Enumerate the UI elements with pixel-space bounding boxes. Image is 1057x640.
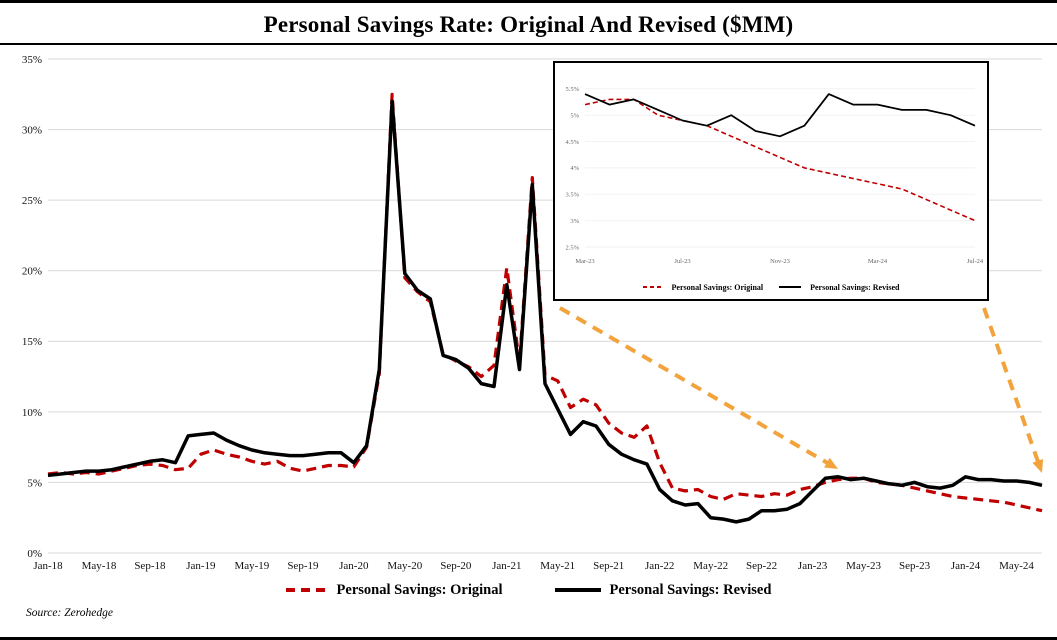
- svg-text:Sep-22: Sep-22: [746, 560, 777, 572]
- inset-line-chart: 2.5% 3% 3.5% 4% 4.5% 5% 5.5% Mar-23 Jul-23 Nov-23…: [565, 86, 984, 265]
- svg-text:3.5%: 3.5%: [565, 192, 579, 199]
- svg-text:May-19: May-19: [234, 560, 269, 572]
- page-title: Personal Savings Rate: Original And Revi…: [263, 12, 794, 37]
- svg-text:0%: 0%: [27, 548, 42, 560]
- legend-item-revised: Personal Savings: Revised: [554, 581, 772, 599]
- svg-text:Jan-18: Jan-18: [33, 560, 63, 572]
- legend-label-original: Personal Savings: Original: [336, 581, 503, 598]
- svg-text:20%: 20%: [22, 266, 42, 278]
- svg-text:2.5%: 2.5%: [565, 244, 579, 251]
- svg-text:Jan-20: Jan-20: [339, 560, 369, 572]
- svg-text:May-22: May-22: [693, 560, 728, 572]
- svg-text:May-23: May-23: [846, 560, 881, 572]
- legend-item-original: Personal Savings: Original: [285, 581, 503, 599]
- inset-chart: 2.5% 3% 3.5% 4% 4.5% 5% 5.5% Mar-23 Jul-23 Nov-23…: [553, 61, 989, 301]
- svg-text:Mar-23: Mar-23: [575, 258, 594, 265]
- chart-legend: Personal Savings: Original Personal Savi…: [0, 577, 1057, 603]
- svg-text:Sep-20: Sep-20: [440, 560, 472, 572]
- svg-text:35%: 35%: [22, 54, 42, 66]
- solid-black-line-icon: [554, 588, 601, 592]
- svg-text:May-24: May-24: [999, 560, 1034, 572]
- source-text: Source: Zerohedge: [26, 607, 113, 619]
- svg-text:5.5%: 5.5%: [565, 86, 579, 93]
- svg-text:May-18: May-18: [82, 560, 117, 572]
- svg-text:May-20: May-20: [387, 560, 422, 572]
- svg-text:Nov-23: Nov-23: [770, 258, 790, 265]
- inset-legend-item-original: Personal Savings: Original: [642, 282, 764, 292]
- inset-legend-label-revised: Personal Savings: Revised: [810, 282, 900, 292]
- inset-legend-item-revised: Personal Savings: Revised: [779, 283, 899, 292]
- svg-text:Sep-18: Sep-18: [134, 560, 166, 572]
- chart-area: 0% 5% 10% 15% 20% 25% 30% 35% Jan-18 May-18 Sep-18…: [0, 45, 1057, 575]
- svg-text:25%: 25%: [22, 195, 42, 207]
- svg-text:Jan-19: Jan-19: [186, 560, 216, 572]
- svg-text:Jan-21: Jan-21: [492, 560, 521, 572]
- svg-text:Sep-19: Sep-19: [287, 560, 319, 572]
- svg-text:10%: 10%: [22, 407, 42, 419]
- svg-text:Jan-22: Jan-22: [645, 560, 674, 572]
- dashed-red-line-icon: [642, 286, 663, 288]
- chart-header: Personal Savings Rate: Original And Revi…: [0, 3, 1057, 45]
- svg-text:Sep-21: Sep-21: [593, 560, 624, 572]
- solid-black-line-icon: [779, 286, 802, 288]
- inset-legend: Personal Savings: Original Personal Savi…: [555, 275, 987, 299]
- svg-text:4.5%: 4.5%: [565, 139, 579, 146]
- svg-text:5%: 5%: [570, 113, 579, 120]
- svg-text:Jan-23: Jan-23: [798, 560, 828, 572]
- svg-text:Jul-24: Jul-24: [967, 258, 984, 265]
- svg-text:Sep-23: Sep-23: [899, 560, 931, 572]
- svg-text:May-21: May-21: [540, 560, 575, 572]
- svg-text:3%: 3%: [570, 218, 579, 225]
- main-line-chart: 0% 5% 10% 15% 20% 25% 30% 35% Jan-18 May-18 Sep-18…: [22, 54, 1043, 572]
- legend-label-revised: Personal Savings: Revised: [609, 581, 772, 598]
- svg-text:15%: 15%: [22, 336, 42, 348]
- svg-text:Jan-24: Jan-24: [951, 560, 981, 572]
- inset-legend-label-original: Personal Savings: Original: [671, 282, 764, 292]
- dashed-red-line-icon: [285, 588, 328, 592]
- svg-text:Mar-24: Mar-24: [868, 258, 888, 265]
- svg-text:30%: 30%: [22, 125, 42, 137]
- svg-text:4%: 4%: [570, 165, 579, 172]
- svg-text:Jul-23: Jul-23: [674, 258, 690, 265]
- svg-text:5%: 5%: [27, 477, 42, 489]
